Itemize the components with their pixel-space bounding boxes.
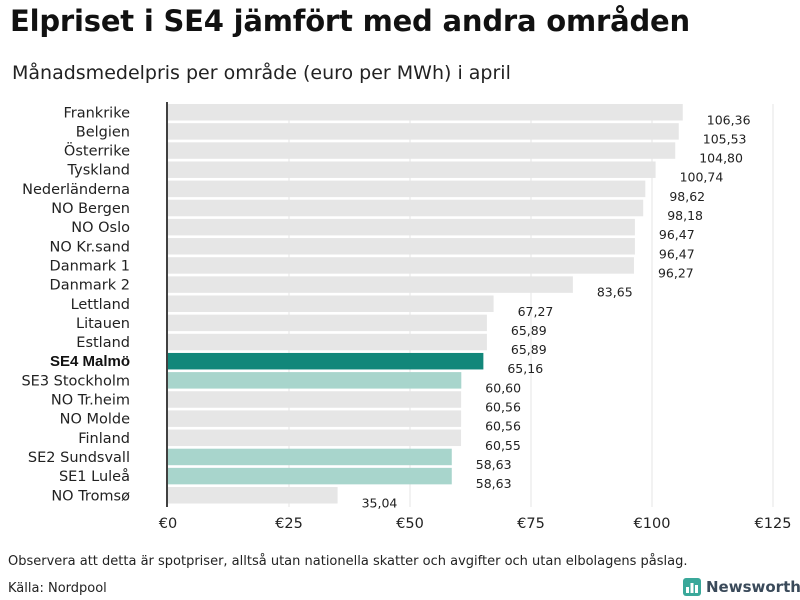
bar [168,218,635,236]
bar [168,352,484,370]
bar [168,410,462,427]
bar-chart: €0 €25 €50 €75 €100 €125 Frankrike 106,36 Belgie… [21,102,791,532]
value-label: 104,80 [699,151,743,166]
value-label: 58,63 [476,476,512,491]
category-label: Danmark 2 [50,278,130,294]
category-label: Estland [76,335,130,351]
newsworthy-logo-icon [683,578,701,596]
category-label: NO Tromsø [51,488,130,504]
value-label: 100,74 [680,170,724,185]
newsworthy-logo: Newsworthy [683,576,800,598]
footnote: Observera att detta är spotpriser, allts… [8,554,688,569]
value-label: 105,53 [703,131,747,146]
value-label: 35,04 [362,495,398,510]
category-label: Frankrike [63,105,130,121]
category-label: Österrike [64,142,130,160]
category-label: SE2 Sundsvall [28,450,130,466]
category-label: NO Bergen [51,201,130,217]
bar [168,487,338,504]
value-label: 60,60 [485,380,521,395]
value-label: 65,16 [507,361,543,376]
category-label: SE3 Stockholm [21,373,130,389]
value-label: 106,36 [707,112,751,127]
category-label: SE4 Malmö [50,353,130,370]
bar [168,372,462,389]
bars [168,104,683,504]
category-label: Lettland [71,297,130,313]
chart-title: Elpriset i SE4 jämfört med andra områden [10,4,690,38]
category-label: NO Kr.sand [50,239,130,255]
value-label: 96,47 [659,227,695,242]
x-tick-label: €125 [755,516,792,532]
value-label: 98,62 [669,189,705,204]
value-label: 60,56 [485,419,521,434]
bar [168,314,487,332]
x-tick-label: €75 [517,516,545,532]
category-label: NO Molde [60,412,130,428]
value-label: 96,27 [658,265,694,280]
bar [168,295,494,312]
bar [168,448,452,466]
bar [168,257,634,274]
bar [168,123,679,140]
chart-subtitle: Månadsmedelpris per område (euro per MWh… [12,62,511,84]
category-label: Tyskland [67,163,130,179]
bar [168,333,487,351]
value-label: 83,65 [597,285,633,300]
category-label: Finland [78,431,130,447]
value-label: 60,55 [485,438,521,453]
value-label: 65,89 [511,342,547,357]
category-label: NO Tr.heim [51,393,130,409]
category-label: SE1 Luleå [59,468,130,485]
x-tick-label: €0 [159,516,177,532]
x-tick-label: €25 [275,516,303,532]
category-label: Belgien [76,124,130,140]
bar [168,238,635,255]
bar [168,142,676,159]
value-label: 60,56 [485,400,521,415]
bar [168,276,573,293]
category-label: Danmark 1 [50,258,130,274]
labels: €0 €25 €50 €75 €100 €125 Frankrike 106,36 Belgie… [21,105,791,532]
bar [168,199,644,217]
newsworthy-logo-text: Newsworthy [706,578,800,596]
bar [168,161,656,178]
bar [168,429,462,447]
bar [168,104,683,121]
category-label: Nederländerna [22,182,130,198]
value-label: 96,47 [659,246,695,261]
source-label: Källa: Nordpool [8,581,107,596]
bar [168,180,646,198]
bar [168,467,452,485]
category-label: Litauen [76,316,130,332]
x-tick-label: €50 [396,516,424,532]
x-tick-label: €100 [634,516,671,532]
category-label: NO Oslo [71,220,130,236]
value-label: 67,27 [518,304,554,319]
bar [168,391,462,408]
value-label: 98,18 [667,208,703,223]
value-label: 58,63 [476,457,512,472]
value-label: 65,89 [511,323,547,338]
